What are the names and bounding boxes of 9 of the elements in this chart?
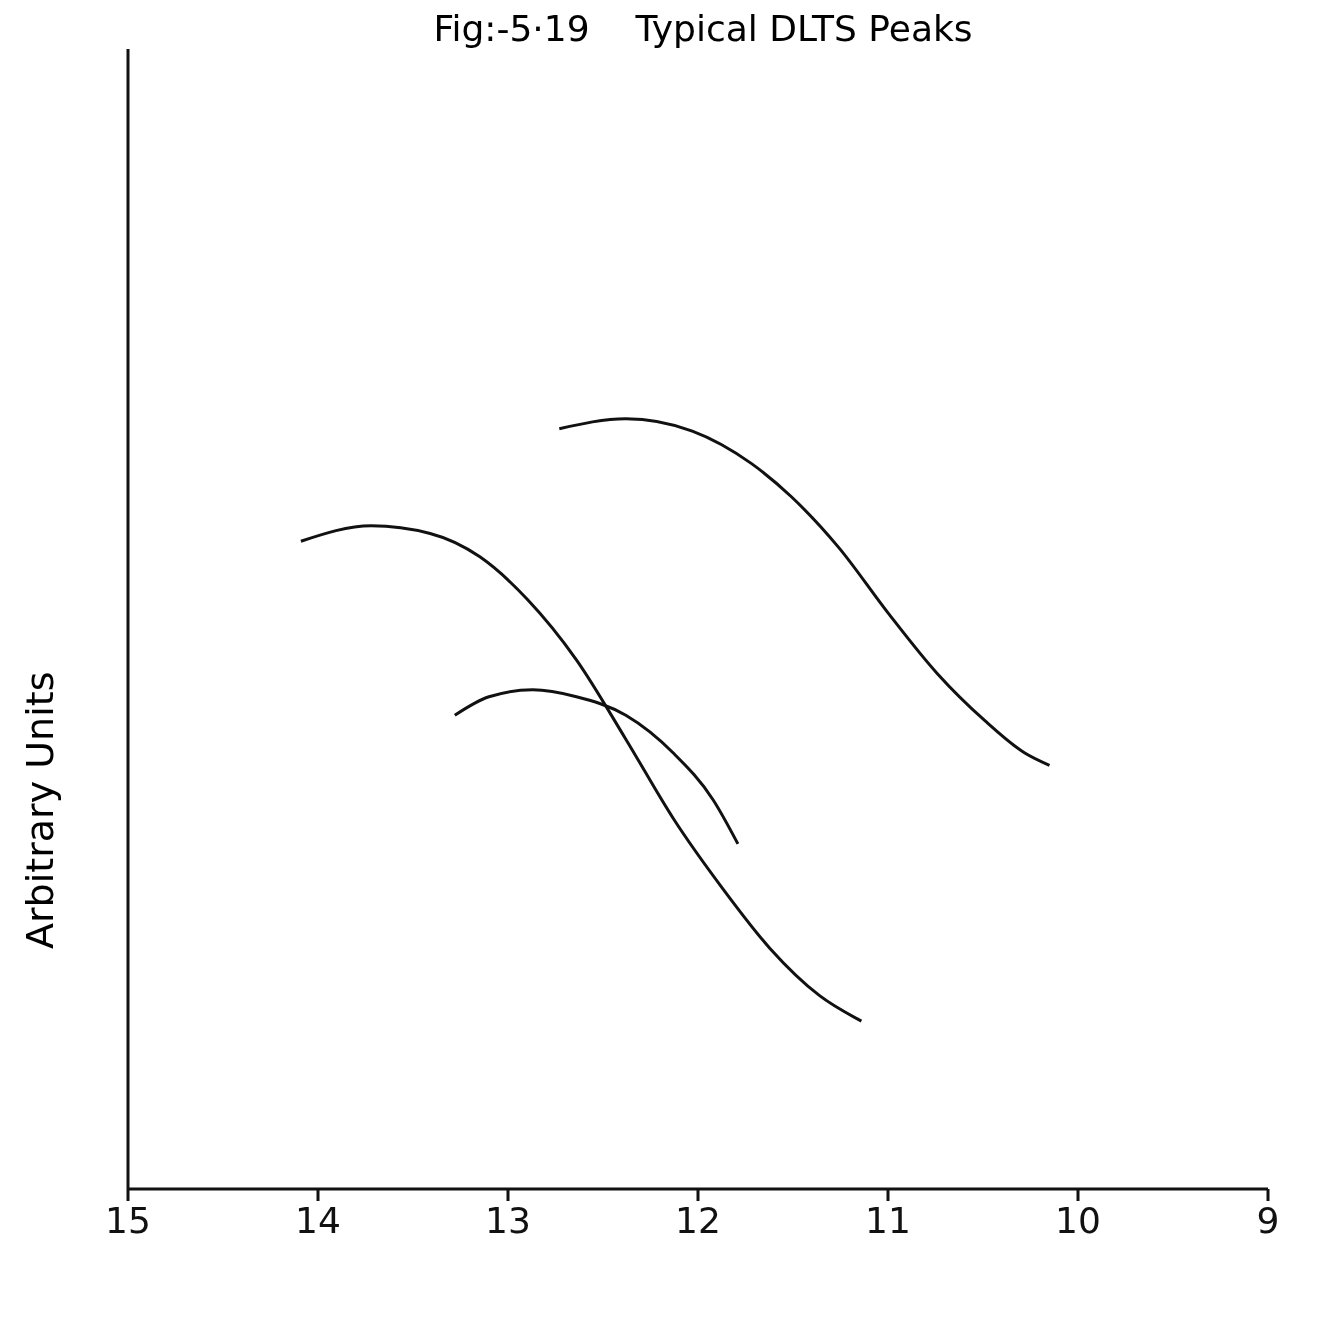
x-tick-label: 11 bbox=[865, 1199, 911, 1241]
x-tick-label: 14 bbox=[295, 1199, 341, 1241]
x-tick-label: 12 bbox=[675, 1199, 721, 1241]
y-axis-title: Arbitrary Units bbox=[18, 671, 62, 949]
x-tick-label: 13 bbox=[485, 1199, 531, 1241]
x-tick-label: 9 bbox=[1256, 1199, 1280, 1241]
x-tick-label: 10 bbox=[1055, 1199, 1101, 1241]
chart-title: Fig:-5·19 Typical DLTS Peaks bbox=[432, 8, 974, 49]
x-tick-label: 15 bbox=[105, 1199, 151, 1241]
